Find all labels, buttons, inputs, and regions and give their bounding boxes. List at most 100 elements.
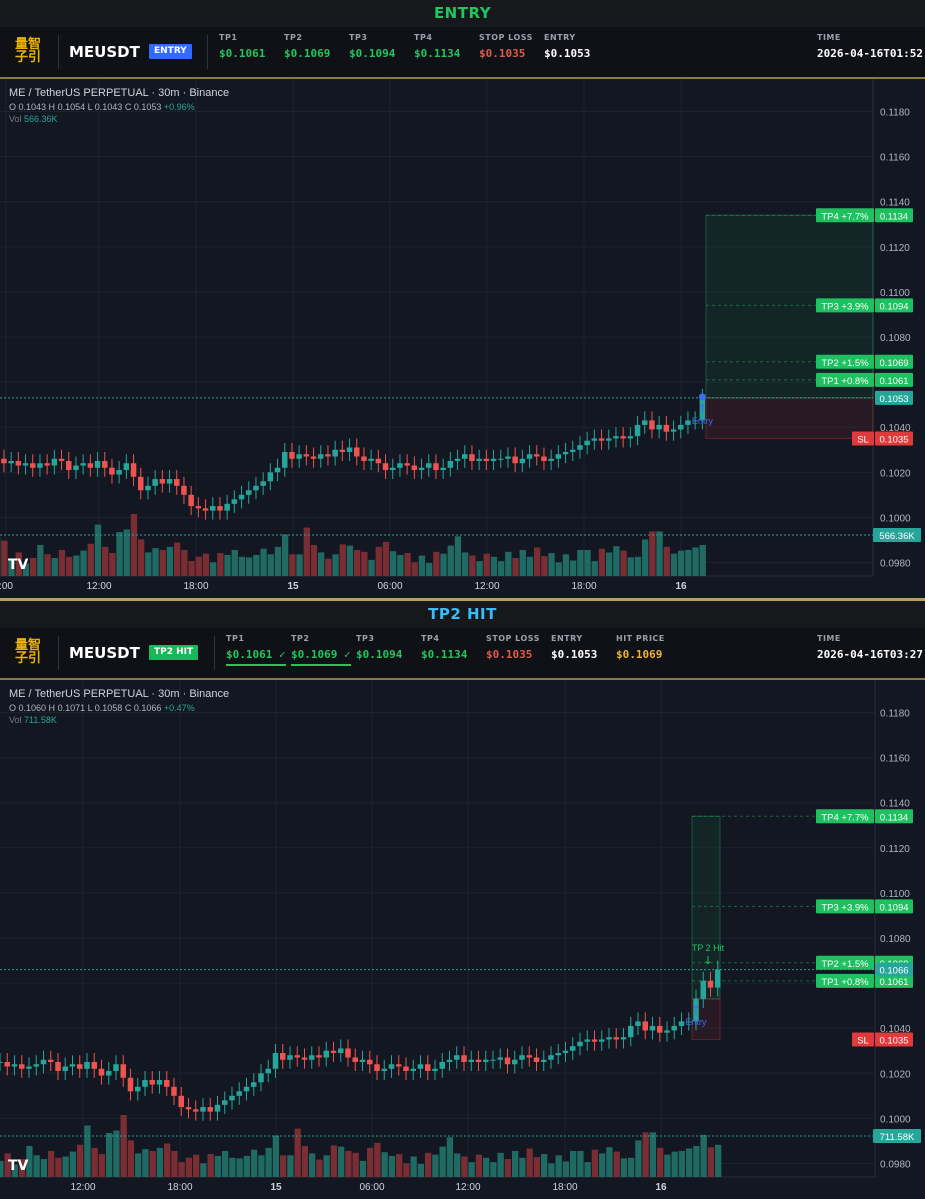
level-tag [816, 208, 874, 223]
candle-body [8, 461, 14, 464]
volume-bar [635, 1140, 642, 1177]
volume-bar [468, 1162, 475, 1177]
candle-body [265, 1068, 271, 1074]
candle-body [325, 454, 331, 457]
x-tick-label: 06:00 [377, 581, 402, 592]
candle-body [686, 1021, 692, 1023]
x-tick-label: 12:00 [86, 581, 111, 592]
candle-body [526, 454, 533, 459]
price-tag [875, 298, 913, 313]
y-tick-label: 0.0980 [880, 558, 911, 569]
tradingview-logo-icon: TV [8, 1158, 29, 1174]
volume-bar [620, 550, 627, 576]
price-tag [875, 372, 913, 387]
volume-bar [512, 1150, 519, 1177]
candle-body [367, 1059, 373, 1065]
candle-body [346, 447, 353, 452]
volume-bar [77, 1144, 84, 1177]
candle-body [339, 449, 346, 452]
volume-bar [44, 554, 51, 576]
price-chart[interactable]: 0.1180 0.1160 0.1140 0.1120 0.1100 0.1080 0.10… [0, 79, 925, 598]
volume-bar [123, 529, 130, 576]
volume-bar [627, 557, 634, 576]
volume-bar [599, 1153, 606, 1177]
candle-body [490, 458, 497, 461]
volume-bar [142, 1149, 149, 1177]
volume-bar [461, 1156, 468, 1177]
candle-body [700, 980, 706, 999]
brand-logo: 量智 子引 [14, 37, 41, 65]
candle-body [432, 1068, 438, 1072]
volume-bar [642, 1132, 649, 1177]
candle-body [555, 1052, 561, 1056]
candle-body [548, 458, 554, 461]
candle-body [426, 463, 432, 468]
volume-bar [685, 549, 692, 576]
candle-body [447, 461, 454, 468]
price-tag-label: 0.1061 [879, 977, 908, 988]
candle-body [519, 458, 526, 464]
volume-bar [490, 1162, 497, 1177]
signal-header: 量智 子引 MEUSDT TP2 HIT TP1 $0.1061 ✓ TP2 $0.1… [0, 628, 925, 680]
volume-bar [332, 554, 339, 576]
candle-body [11, 1064, 18, 1067]
candle-body [200, 1107, 206, 1112]
candle-body [19, 1064, 25, 1069]
y-tick-label: 0.1020 [880, 1069, 911, 1080]
candle-body [359, 1059, 366, 1062]
volume-bar [454, 536, 462, 576]
chart-canvas[interactable]: 0.1180 0.1160 0.1140 0.1120 0.1100 0.1080 0.10… [0, 79, 925, 598]
candle-body [188, 494, 194, 507]
volume-bar [541, 556, 548, 576]
volume-bar [195, 556, 202, 576]
candle-body [159, 479, 166, 484]
candle-body [142, 1080, 148, 1087]
candle-body [195, 506, 202, 509]
volume-bar [606, 552, 613, 576]
volume-bar [159, 549, 166, 576]
entry-field: ENTRY $0.1053 [544, 33, 591, 60]
volume-bar [426, 562, 433, 576]
candle-body [577, 1041, 583, 1047]
candle-body [171, 1086, 177, 1096]
volume-bar [135, 1153, 142, 1177]
volume-bar [289, 554, 296, 576]
volume-bar [577, 549, 584, 576]
price-tag-label: 0.1061 [879, 376, 908, 387]
stop-loss-field: STOP LOSS $0.1035 [486, 634, 540, 661]
signal-header: 量智 子引 MEUSDT ENTRY TP1 $0.1061 TP2 $0.1069 … [0, 27, 925, 79]
volume-bar [570, 560, 577, 576]
price-chart[interactable]: 0.1180 0.1160 0.1140 0.1120 0.1100 0.1080 0.10… [0, 680, 925, 1199]
chart-canvas[interactable]: 0.1180 0.1160 0.1140 0.1120 0.1100 0.1080 0.10… [0, 680, 925, 1199]
candle-body [584, 1039, 590, 1042]
candle-body [178, 1095, 184, 1108]
volume-bar [138, 539, 145, 576]
volume-bar [339, 544, 346, 576]
candle-body [591, 438, 598, 441]
volume-bar [8, 559, 15, 576]
volume-bar [345, 1150, 352, 1177]
candle-body [73, 465, 79, 471]
volume-bar [224, 554, 231, 576]
panel-separator [0, 598, 925, 601]
volume-bar [30, 558, 37, 576]
tp3-field: TP3 $0.1094 [356, 634, 403, 661]
candle-body [483, 458, 490, 461]
x-tick-label: 12:00 [455, 1182, 480, 1193]
candle-body [635, 1021, 641, 1026]
tp1-field: TP1 $0.1061 ✓ [226, 634, 286, 666]
candle-body [634, 424, 641, 437]
volume-bar [382, 541, 390, 576]
candle-body [403, 1066, 409, 1072]
candle-body [475, 1059, 482, 1062]
volume-bar [418, 555, 426, 576]
candle-body [309, 1055, 315, 1060]
volume-bar [251, 1149, 258, 1177]
volume-bar [171, 1150, 178, 1177]
volume-bar [354, 549, 361, 576]
candle-body [418, 467, 425, 471]
x-tick-label: 18:00 [183, 581, 208, 592]
chart-legend: ME / TetherUS PERPETUAL · 30m · Binance … [9, 688, 229, 725]
candle-body [1, 458, 7, 464]
candle-body [222, 1100, 228, 1105]
